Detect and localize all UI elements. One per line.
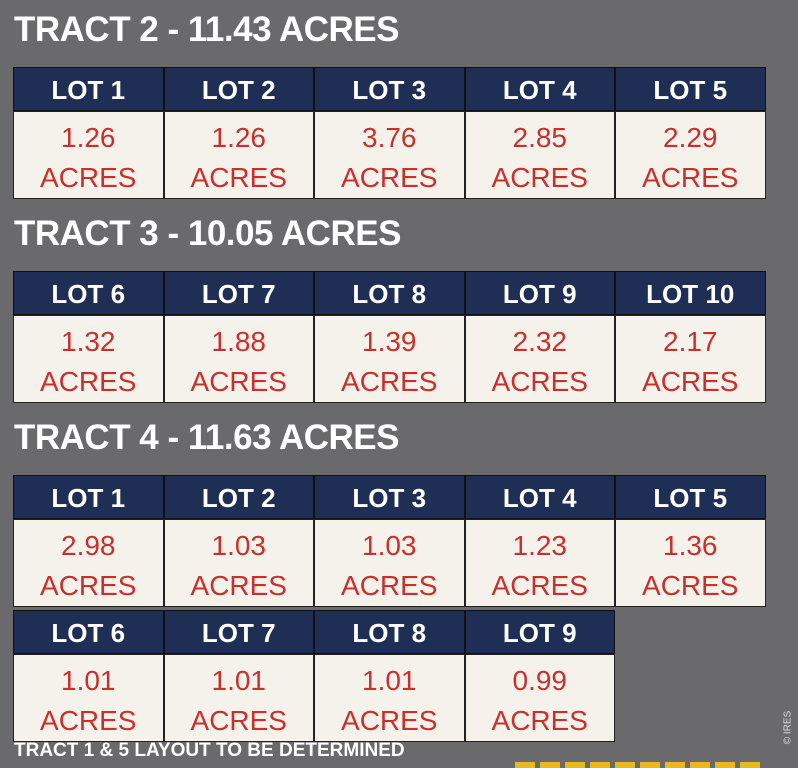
lot-header: LOT 9 <box>464 610 615 654</box>
lot-cell: 2.29 ACRES <box>615 111 766 199</box>
lot-unit: ACRES <box>341 366 438 397</box>
decoration <box>715 762 735 768</box>
lot-header: LOT 5 <box>615 67 766 111</box>
lot-size: 1.03 <box>211 530 267 561</box>
lot-header: LOT 1 <box>13 475 164 519</box>
lot-size: 1.01 <box>362 665 417 696</box>
lot-header: LOT 2 <box>163 475 314 519</box>
lot-size: 3.76 <box>362 122 417 153</box>
lot-size: 2.32 <box>512 326 568 357</box>
lot-header: LOT 8 <box>314 610 465 654</box>
lot-size: 2.17 <box>663 326 718 357</box>
lot-unit: ACRES <box>341 162 438 193</box>
lot-cell: 2.17 ACRES <box>615 315 766 403</box>
lot-cell: 1.23 ACRES <box>464 519 615 607</box>
lot-size: 1.32 <box>61 326 116 357</box>
lot-header: LOT 6 <box>13 610 164 654</box>
lot-size: 1.36 <box>663 530 718 561</box>
lot-cell: 1.36 ACRES <box>615 519 766 607</box>
tract-title: TRACT 4 - 11.63 ACRES <box>14 418 399 457</box>
lot-size: 1.01 <box>61 665 116 696</box>
lot-cell: 1.32 ACRES <box>13 315 164 403</box>
lot-header: LOT 4 <box>464 67 615 111</box>
decoration <box>590 762 610 768</box>
lot-cell: 0.99 ACRES <box>464 654 615 742</box>
lot-unit: ACRES <box>341 705 438 736</box>
watermark: © IRES <box>781 710 793 745</box>
lot-unit: ACRES <box>190 162 287 193</box>
lot-unit: ACRES <box>190 366 287 397</box>
lot-size: 1.39 <box>362 326 417 357</box>
lot-unit: ACRES <box>190 705 287 736</box>
lot-header: LOT 1 <box>13 67 164 111</box>
lot-size: 1.88 <box>211 326 267 357</box>
lot-unit: ACRES <box>341 570 438 601</box>
lot-unit: ACRES <box>491 570 588 601</box>
lot-unit: ACRES <box>491 366 588 397</box>
decoration <box>515 762 535 768</box>
lot-header: LOT 4 <box>464 475 615 519</box>
lot-cell: 1.03 ACRES <box>314 519 465 607</box>
lot-size: 1.26 <box>211 122 267 153</box>
lot-unit: ACRES <box>40 162 137 193</box>
lot-header: LOT 7 <box>163 271 314 315</box>
lot-size: 2.29 <box>663 122 718 153</box>
lot-cell: 2.98 ACRES <box>13 519 164 607</box>
lot-header: LOT 6 <box>13 271 164 315</box>
lot-unit: ACRES <box>40 570 137 601</box>
decoration <box>540 762 560 768</box>
decoration <box>640 762 660 768</box>
lot-header: LOT 10 <box>615 271 766 315</box>
decoration <box>690 762 710 768</box>
lot-cell: 1.39 ACRES <box>314 315 465 403</box>
lot-header: LOT 5 <box>615 475 766 519</box>
decoration <box>665 762 685 768</box>
tract-title: TRACT 2 - 11.43 ACRES <box>14 10 399 49</box>
lot-cell: 3.76 ACRES <box>314 111 465 199</box>
lot-size: 1.23 <box>512 530 568 561</box>
lot-unit: ACRES <box>491 705 588 736</box>
footer-note: TRACT 1 & 5 LAYOUT TO BE DETERMINED <box>14 740 405 761</box>
lot-unit: ACRES <box>40 366 137 397</box>
lot-header: LOT 7 <box>163 610 314 654</box>
lot-cell: 1.01 ACRES <box>163 654 314 742</box>
decoration <box>740 762 760 768</box>
lot-size: 1.01 <box>211 665 267 696</box>
lot-unit: ACRES <box>190 570 287 601</box>
lot-cell: 1.88 ACRES <box>163 315 314 403</box>
lot-header: LOT 8 <box>314 271 465 315</box>
lot-cell: 1.01 ACRES <box>13 654 164 742</box>
lot-cell: 1.03 ACRES <box>163 519 314 607</box>
lot-size: 2.98 <box>61 530 116 561</box>
lot-cell: 1.01 ACRES <box>314 654 465 742</box>
lot-size: 0.99 <box>512 665 568 696</box>
lot-unit: ACRES <box>40 705 137 736</box>
lot-size: 1.26 <box>61 122 116 153</box>
lot-cell: 1.26 ACRES <box>163 111 314 199</box>
lot-size: 1.03 <box>362 530 417 561</box>
lot-header: LOT 2 <box>163 67 314 111</box>
decoration <box>615 762 635 768</box>
lot-unit: ACRES <box>642 162 739 193</box>
lot-unit: ACRES <box>642 366 739 397</box>
lot-header: LOT 3 <box>314 67 465 111</box>
lot-header: LOT 9 <box>464 271 615 315</box>
lot-unit: ACRES <box>642 570 739 601</box>
tract-title: TRACT 3 - 10.05 ACRES <box>14 214 401 253</box>
lot-header: LOT 3 <box>314 475 465 519</box>
decoration <box>565 762 585 768</box>
lot-size: 2.85 <box>512 122 568 153</box>
lot-cell: 2.32 ACRES <box>464 315 615 403</box>
lot-cell: 2.85 ACRES <box>464 111 615 199</box>
lot-unit: ACRES <box>491 162 588 193</box>
lot-cell: 1.26 ACRES <box>13 111 164 199</box>
